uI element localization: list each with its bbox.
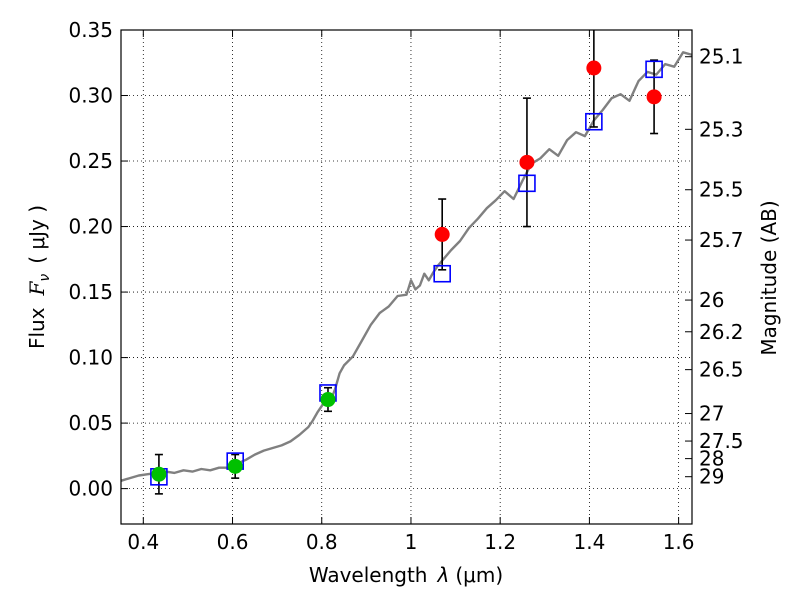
right-tick-label: 25.5 <box>699 178 744 202</box>
observed-point <box>434 226 450 242</box>
right-tick-label: 29 <box>699 465 724 489</box>
x-tick-label: 1 <box>405 530 418 554</box>
clipped-data <box>121 30 692 495</box>
observed-point <box>151 466 167 482</box>
x-tick-label: 0.4 <box>127 530 159 554</box>
observed-point <box>320 392 336 408</box>
y-tick-label: 0.00 <box>68 477 113 501</box>
plot-frame <box>120 29 693 525</box>
observed-point <box>586 60 602 76</box>
right-tick-label: 28 <box>699 447 724 471</box>
x-axis-label: Wavelength λ (μm) <box>309 563 503 587</box>
y-tick-label: 0.25 <box>68 149 113 173</box>
right-tick-label: 26 <box>699 288 724 312</box>
y-tick-label: 0.35 <box>68 18 113 42</box>
right-tick-label: 25.1 <box>699 45 744 69</box>
right-tick-label: 27 <box>699 402 724 426</box>
y-tick-label: 0.20 <box>68 215 113 239</box>
x-tick-label: 1.2 <box>484 530 516 554</box>
model-photometry-square <box>585 112 603 131</box>
x-tick-label: 0.6 <box>217 530 249 554</box>
observed-point <box>646 89 662 105</box>
y-axis-label: FluxFν( μJy ) <box>25 205 53 349</box>
model-photometry-square <box>433 264 451 283</box>
ticks: 0.4 0.6 0.8 1 1.2 1.4 1.6 0.00 0.05 0.10 0.15 0.20 0… <box>68 18 743 554</box>
x-tick-label: 0.8 <box>306 530 338 554</box>
y-tick-label: 0.30 <box>68 84 113 108</box>
right-tick-label: 27.5 <box>699 429 744 453</box>
y-tick-label: 0.05 <box>68 411 113 435</box>
observed-point <box>519 154 535 170</box>
observed-point <box>227 458 243 474</box>
x-tick-label: 1.6 <box>663 530 695 554</box>
model-photometry-square <box>518 174 536 193</box>
data-layer <box>121 30 692 495</box>
right-tick-label: 26.2 <box>699 320 744 344</box>
y-tick-label: 0.10 <box>68 346 113 370</box>
y-tick-label: 0.15 <box>68 280 113 304</box>
model-photometry-square <box>645 60 663 79</box>
right-tick-label: 26.5 <box>699 358 744 382</box>
x-tick-label: 1.4 <box>573 530 605 554</box>
right-axis-label: Magnitude (AB) <box>757 200 781 355</box>
right-tick-label: 25.7 <box>699 228 744 252</box>
right-tick-label: 25.3 <box>699 117 744 141</box>
